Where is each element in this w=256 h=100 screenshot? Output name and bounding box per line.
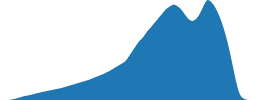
Polygon shape bbox=[0, 0, 256, 100]
